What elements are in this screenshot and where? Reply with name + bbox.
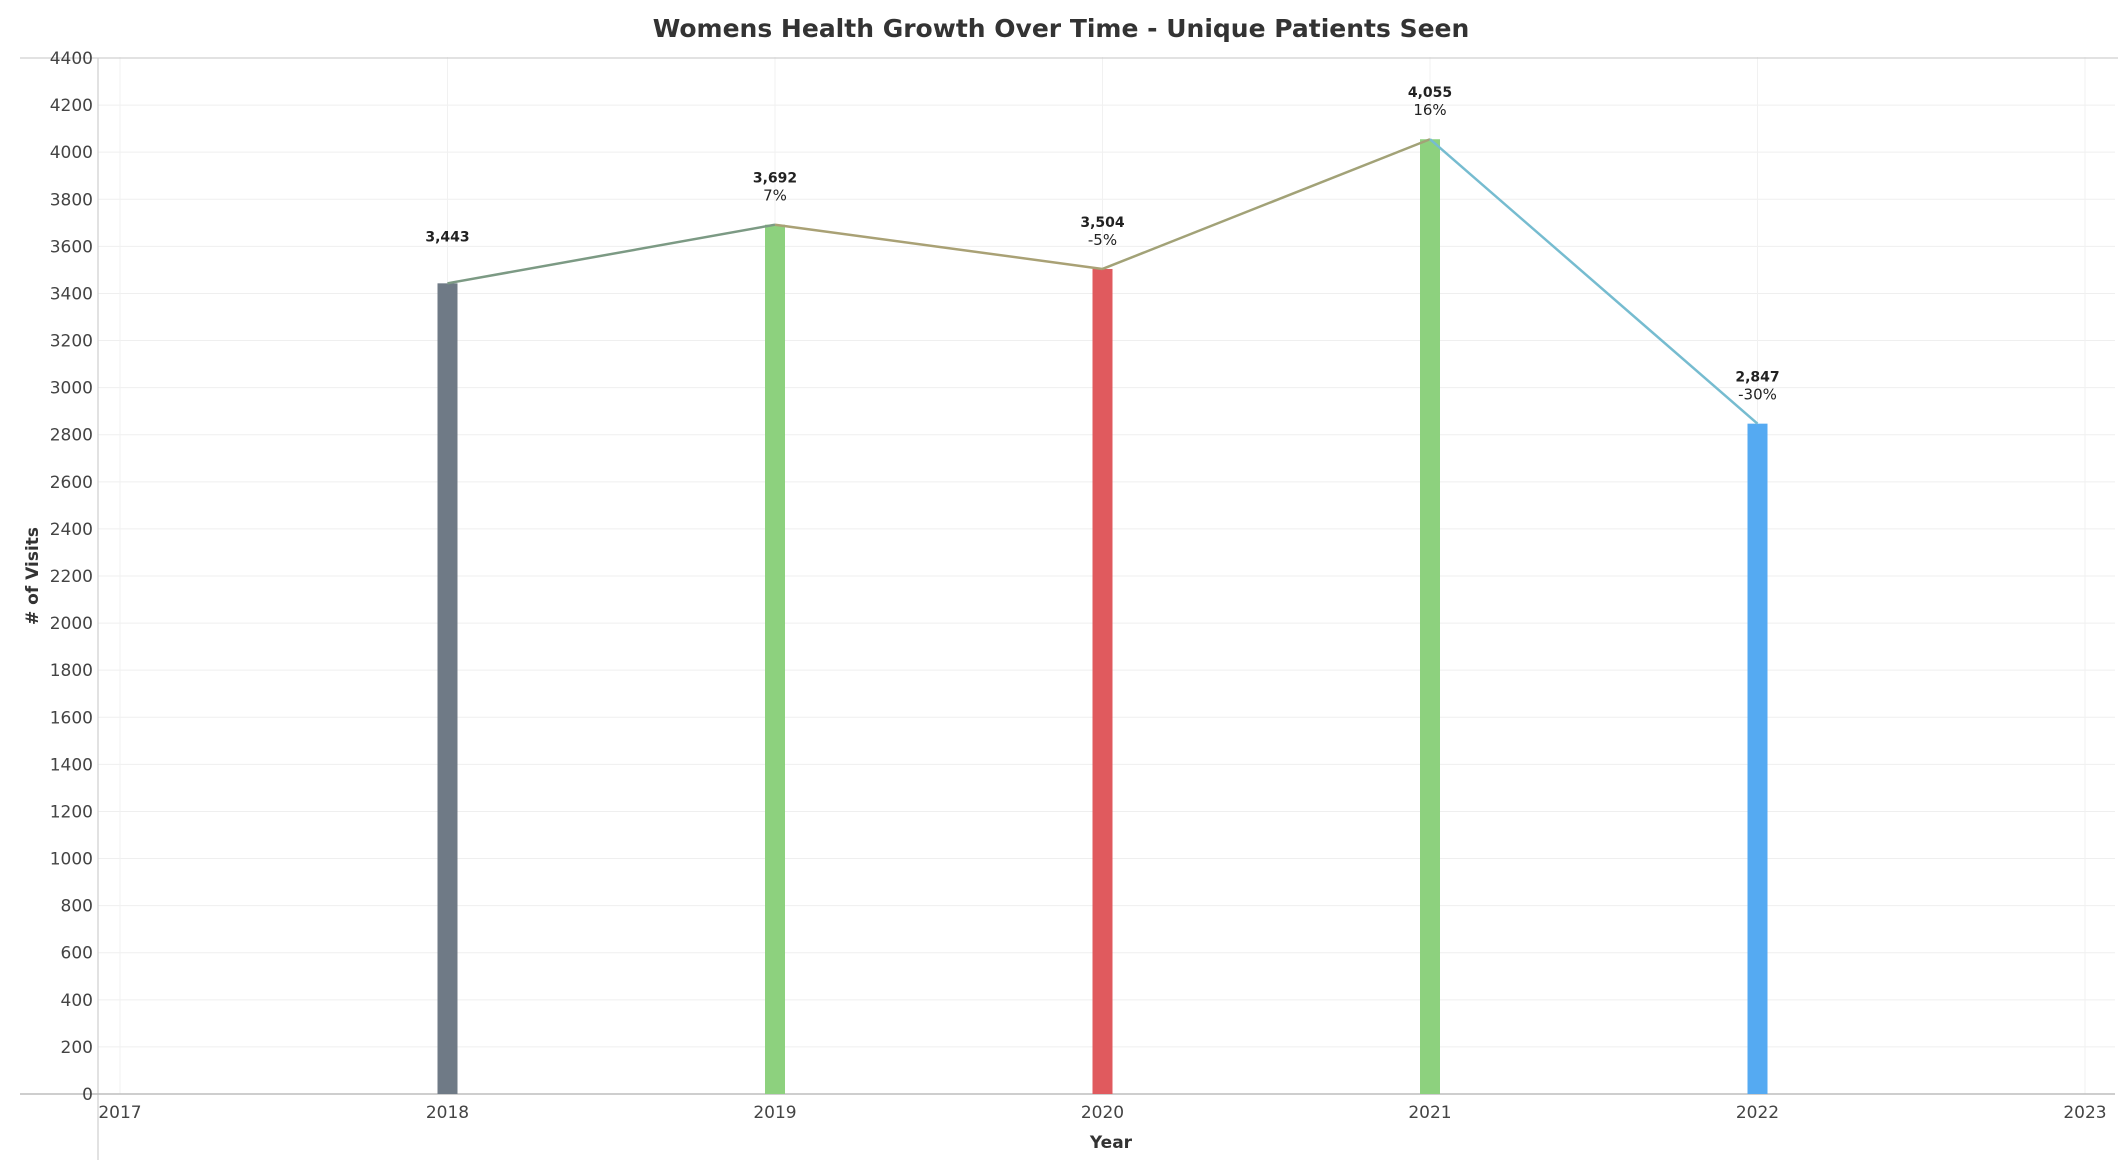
y-tick-label: 1000: [50, 850, 93, 870]
y-tick-label: 1600: [50, 708, 93, 728]
x-tick-label: 2018: [426, 1103, 469, 1123]
x-tick-label: 2021: [1408, 1103, 1451, 1123]
y-tick-label: 1400: [50, 755, 93, 775]
y-tick-label: 400: [61, 991, 93, 1011]
x-tick-label: 2020: [1081, 1103, 1124, 1123]
data-label-value: 4,055: [1408, 85, 1452, 101]
trend-segment: [447, 223, 776, 285]
trend-line: [447, 138, 1759, 425]
y-tick-label: 3600: [50, 237, 93, 257]
y-tick-label: 3800: [50, 190, 93, 210]
y-tick-label: 4000: [50, 143, 93, 163]
plot-frame: [20, 57, 2118, 1160]
data-label-percent: 16%: [1413, 101, 1446, 119]
y-tick-label: 2000: [50, 614, 93, 634]
x-axis-ticks: 2017 2018 2019 2020 2021 2022 2023: [98, 1103, 2106, 1123]
y-tick-label: 3000: [50, 379, 93, 399]
x-axis-title: Year: [1089, 1133, 1133, 1153]
y-tick-label: 4200: [50, 96, 93, 116]
bar: [1092, 268, 1113, 1094]
y-tick-label: 200: [61, 1038, 93, 1058]
x-tick-label: 2019: [753, 1103, 796, 1123]
y-tick-label: 2600: [50, 473, 93, 493]
y-tick-label: 0: [82, 1085, 93, 1105]
trend-segment: [1102, 138, 1431, 271]
y-tick-label: 2800: [50, 426, 93, 446]
data-label-value: 2,847: [1735, 370, 1779, 386]
x-tick-label: 2022: [1736, 1103, 1779, 1123]
data-label-value: 3,504: [1080, 215, 1125, 231]
bar: [1420, 139, 1440, 1094]
bar: [1747, 423, 1768, 1095]
y-tick-label: 3400: [50, 284, 93, 304]
y-tick-label: 600: [61, 944, 93, 964]
y-tick-label: 1200: [50, 802, 93, 822]
y-tick-label: 800: [61, 897, 93, 917]
x-tick-label: 2023: [2063, 1103, 2106, 1123]
trend-segment: [1429, 138, 1759, 425]
y-tick-label: 4400: [50, 49, 93, 69]
data-label-percent: 7%: [763, 187, 787, 205]
y-tick-label: 2400: [50, 520, 93, 540]
y-axis-title: # of Visits: [23, 527, 43, 625]
y-axis-ticks: 0 200 400 600 800 1000 1200 1400 1600 1800 2000 220…: [50, 49, 93, 1105]
data-label-percent: -30%: [1738, 386, 1777, 404]
data-label-value: 3,692: [753, 171, 797, 187]
bars: [437, 139, 1768, 1095]
bar: [437, 283, 458, 1095]
data-label-value: 3,443: [425, 229, 469, 245]
x-tick-label: 2017: [98, 1103, 141, 1123]
y-tick-label: 1800: [50, 661, 93, 681]
y-tick-label: 3200: [50, 332, 93, 352]
y-tick-label: 2200: [50, 567, 93, 587]
data-label-percent: -5%: [1088, 231, 1117, 249]
trend-segment: [774, 223, 1103, 271]
chart-title: Womens Health Growth Over Time - Unique …: [652, 14, 1470, 43]
bar: [765, 224, 785, 1095]
